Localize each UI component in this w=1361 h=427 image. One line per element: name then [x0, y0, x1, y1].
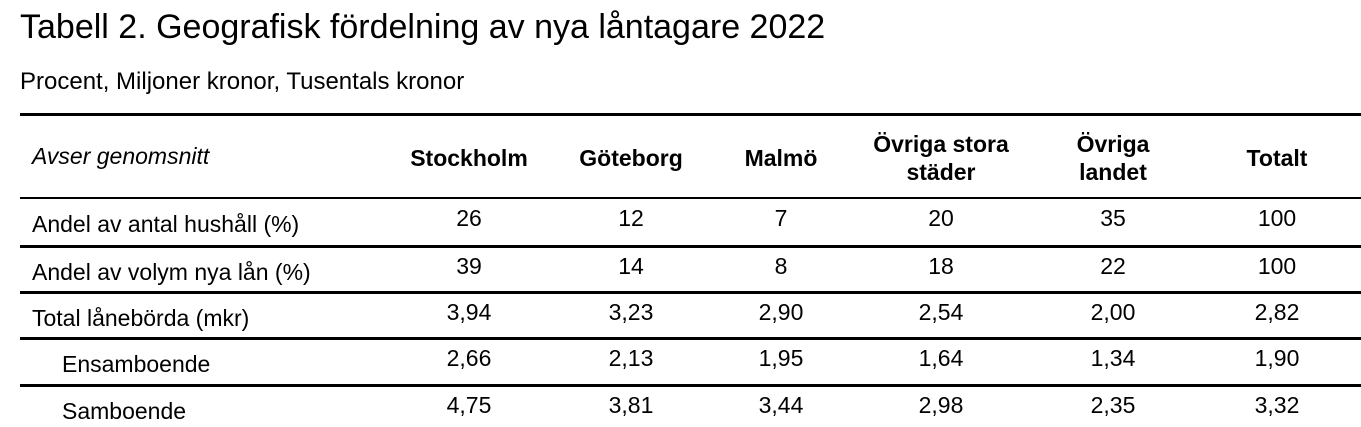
cell-value: 2,98: [918, 392, 964, 418]
cell-value: 35: [1100, 205, 1126, 231]
cell-value: 39: [456, 253, 482, 279]
cell-value: 3,44: [758, 392, 804, 418]
cell-value: 2,00: [1090, 299, 1136, 325]
cell-value: 4,75: [446, 392, 492, 418]
cell-value: 12: [618, 205, 644, 231]
cell-value: 3,23: [608, 299, 654, 325]
table-rule: [20, 245, 1361, 248]
cell-value: 2,90: [758, 299, 804, 325]
cell-value: 3,32: [1254, 392, 1300, 418]
column-header: Stockholm: [410, 145, 528, 171]
row-label: Andel av antal hushåll (%): [32, 211, 300, 237]
cell-value: 22: [1100, 253, 1126, 279]
cell-value: 100: [1257, 253, 1297, 279]
column-header: Totalt: [1246, 145, 1308, 171]
cell-value: 1,34: [1090, 345, 1136, 371]
subtitle: Procent, Miljoner kronor, Tusentals kron…: [20, 68, 465, 95]
cell-value: 2,54: [918, 299, 964, 325]
title: Tabell 2. Geografisk fördelning av nya l…: [20, 8, 826, 46]
row-label: Samboende: [62, 398, 187, 424]
cell-value: 14: [618, 253, 644, 279]
column-header: Övriga landet: [1076, 131, 1150, 185]
table-rule: [20, 113, 1361, 116]
cell-value: 2,35: [1090, 392, 1136, 418]
column-header: Övriga stora städer: [873, 131, 1009, 185]
cell-value: 2,82: [1254, 299, 1300, 325]
cell-value: 2,13: [608, 345, 654, 371]
table-rule: [20, 197, 1361, 199]
cell-value: 1,95: [758, 345, 804, 371]
cell-value: 3,94: [446, 299, 492, 325]
table-rule: [20, 384, 1361, 387]
column-header: Malmö: [744, 145, 818, 171]
cell-value: 100: [1257, 205, 1297, 231]
cell-value: 2,66: [446, 345, 492, 371]
cell-value: 8: [774, 253, 788, 279]
row-label: Andel av volym nya lån (%): [32, 259, 311, 285]
table-rule: [20, 337, 1361, 340]
cell-value: 1,90: [1254, 345, 1300, 371]
row-label: Total lånebörda (mkr): [32, 305, 250, 331]
cell-value: 3,81: [608, 392, 654, 418]
cell-value: 1,64: [918, 345, 964, 371]
cell-value: 7: [774, 205, 788, 231]
row-label: Ensamboende: [62, 351, 211, 377]
table-rule: [20, 291, 1361, 294]
column-header: Avser genomsnitt: [32, 143, 210, 169]
column-header: Göteborg: [579, 145, 683, 171]
cell-value: 26: [456, 205, 482, 231]
cell-value: 20: [928, 205, 954, 231]
cell-value: 18: [928, 253, 954, 279]
